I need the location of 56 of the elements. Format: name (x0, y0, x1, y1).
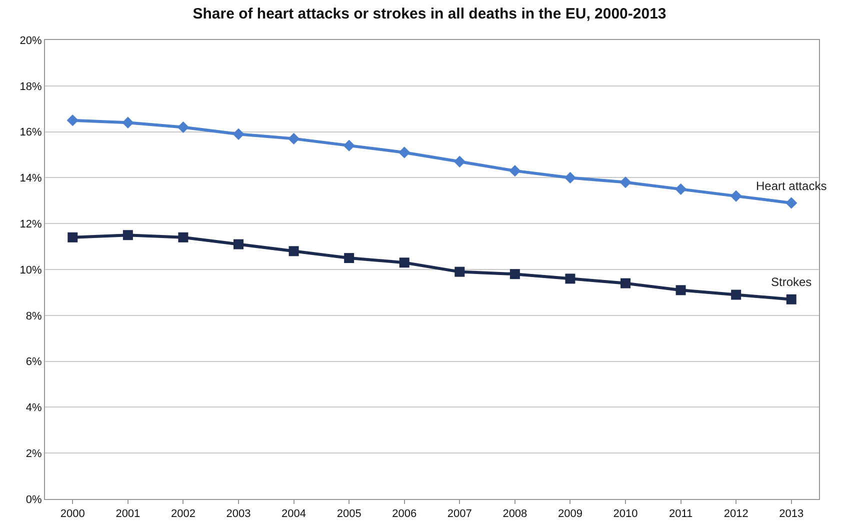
point (674, 183, 687, 196)
point (730, 190, 742, 202)
y-tick-label: 20% (20, 34, 42, 47)
point (509, 164, 521, 177)
x-tick-label: 2009 (558, 508, 582, 520)
point (676, 285, 686, 296)
y-tick-label: 8% (26, 310, 42, 322)
x-tick-label: 2008 (502, 508, 528, 520)
point (786, 294, 796, 304)
point (66, 114, 78, 126)
y-tick-label: 0% (26, 494, 42, 506)
point (786, 197, 798, 209)
series-label: Heart attacks (756, 179, 827, 193)
point (343, 140, 355, 152)
y-tick-label: 16% (20, 126, 42, 139)
x-tick-label: 2010 (613, 508, 638, 520)
point (398, 146, 410, 158)
point (68, 232, 78, 242)
point (122, 230, 133, 240)
point (565, 274, 576, 284)
point (178, 232, 188, 242)
x-tick-label: 2000 (60, 508, 85, 520)
point (234, 239, 244, 250)
point (510, 269, 520, 280)
x-tick-label: 2013 (779, 508, 804, 520)
y-tick-label: 10% (20, 264, 42, 276)
y-tick-label: 14% (20, 172, 42, 185)
y-tick-label: 2% (26, 448, 42, 460)
point (564, 172, 576, 184)
series-label: Strokes (771, 275, 812, 289)
point (288, 132, 300, 145)
chart-title: Share of heart attacks or strokes in all deaths in the EU, 2000-2013 (192, 5, 666, 22)
x-tick-label: 2002 (170, 508, 196, 520)
y-tick-label: 18% (20, 80, 42, 93)
point (177, 121, 190, 134)
x-tick-label: 2011 (668, 508, 693, 520)
point (454, 266, 465, 277)
point (232, 128, 244, 140)
y-tick-label: 12% (20, 218, 42, 230)
x-tick-label: 2006 (392, 508, 417, 520)
point (454, 156, 466, 168)
point (344, 253, 354, 264)
y-tick-label: 6% (26, 356, 42, 368)
point (288, 246, 299, 256)
x-tick-label: 2012 (724, 508, 748, 520)
point (620, 176, 632, 188)
point (399, 258, 410, 268)
point (731, 290, 742, 300)
x-tick-label: 2001 (116, 508, 140, 520)
x-tick-label: 2003 (226, 508, 251, 520)
y-tick-label: 4% (26, 402, 42, 414)
x-tick-label: 2005 (336, 508, 362, 520)
point (620, 278, 630, 288)
x-tick-label: 2004 (282, 508, 306, 520)
x-tick-label: 2007 (447, 508, 472, 520)
point (122, 116, 134, 128)
